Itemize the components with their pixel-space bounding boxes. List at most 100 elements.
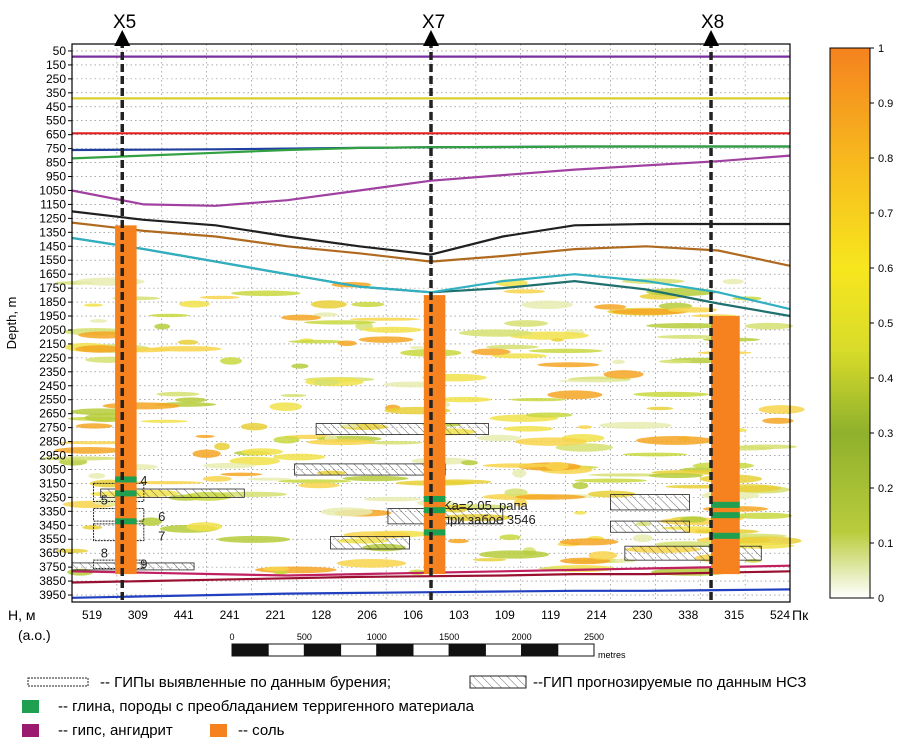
heatmap-cell [470,348,511,356]
scale-tick-label: 500 [297,632,312,642]
gip-predicted-box [610,520,690,533]
scale-segment [340,643,378,657]
x-tick-label: 241 [220,608,240,622]
heatmap-cell [762,417,794,424]
y-tick-label: 150 [46,58,66,72]
heatmap-cell [537,362,600,368]
heatmap-cell [512,468,527,478]
heatmap-cell [636,436,715,445]
heatmap-cell [573,510,587,515]
y-tick-label: 2350 [39,365,66,379]
legend-gip-drilled-swatch [27,677,89,687]
heatmap-cell [288,339,346,344]
heatmap-cell [515,494,586,500]
x-tick-label: 206 [357,608,377,622]
heatmap-cell [364,496,422,502]
heatmap-cell [646,322,727,329]
heatmap-cell [150,346,222,352]
scale-tick-label: 0 [229,632,234,642]
scale-segment [557,643,595,657]
well-columns [114,30,740,602]
heatmap-cell [337,340,357,347]
heatmap-cell [273,453,326,461]
heatmap-cell [588,551,618,560]
clay-band [711,501,740,508]
heatmap-cell [220,472,263,477]
x-tick-label: 214 [587,608,607,622]
colorbar-tick-label: 0 [878,593,884,605]
well-label-x8: X8 [701,12,725,33]
heatmap-cell [291,363,309,369]
y-tick-label: 550 [46,114,66,128]
heatmap-cell [603,370,644,379]
well-marker-icon [423,30,439,46]
heatmap-cell [513,498,527,507]
x-tick-label: 106 [403,608,423,622]
scale-tick-label: 2500 [584,632,604,642]
y-tick-label: 350 [46,86,66,100]
x-tick-label: 119 [541,608,560,622]
legend-salt: -- соль [238,722,285,739]
heatmap-cell [447,538,469,544]
heatmap-cell [75,345,123,353]
x-tick-label: 441 [174,608,194,622]
heatmap-cell [461,460,478,466]
y-tick-label: 1050 [39,183,66,197]
horizon-line [71,570,791,584]
heatmap-cell [310,300,347,309]
y-tick-label: 1250 [39,211,66,225]
heatmap-cell [298,482,340,489]
y-tick-label: 2750 [39,421,66,435]
heatmap-cell [217,535,291,543]
heatmap-cell [240,422,268,431]
heatmap-cell [277,479,352,484]
annotation-label: 5 [101,492,108,507]
heatmap-cell [758,405,805,414]
heatmap-cell [521,300,573,310]
scale-unit: metres [598,650,626,660]
legend-clay-swatch [22,700,39,713]
heatmap-cell [156,391,200,397]
heatmap-cell [593,304,627,310]
y-tick-label: 2450 [39,379,66,393]
y-tick-label: 2050 [39,323,66,337]
heatmap-cell [485,344,539,350]
heatmap-cell [525,412,573,418]
heatmap-cell [177,339,199,345]
y-tick-label: 2850 [39,435,66,449]
heatmap-cell [482,463,552,468]
heatmap-cell [478,550,550,559]
horizon-line [71,154,791,207]
gip-predicted-box [624,545,762,561]
heatmap-cell [577,425,592,429]
x-tick-label: 230 [632,608,652,622]
heatmap-cell [336,558,407,568]
well-marker-icon [703,30,720,46]
heatmap-cell [667,307,718,313]
y-tick-label: 1950 [39,309,66,323]
colorbar-tick-label: 0.6 [878,263,893,275]
gip-predicted-box [315,423,489,436]
colorbar-gradient [829,47,871,599]
annotation-label: Ka=2.05, рапа [443,498,529,513]
heatmap-cell [363,326,422,333]
heatmap-cell [195,434,215,438]
y-tick-label: 1550 [39,253,66,267]
heatmap-cell [545,461,569,471]
well-label-x5: X5 [113,12,137,33]
heatmap-cell [128,481,204,485]
gip-predicted-box [610,494,690,511]
heatmap-cell [364,440,423,445]
y-tick-label: 1150 [40,197,66,211]
legend-gypsum: -- гипс, ангидрит [58,722,173,739]
heatmap-cell [229,456,281,466]
legend-gypsum-swatch [22,724,39,737]
heatmap-cell [358,336,414,343]
colorbar-tick-label: 0.3 [878,428,893,440]
salt-column [423,295,446,575]
scale-bar: 0 500 1000 1500 2000 2500 metres [229,632,626,660]
y-tick-label: 250 [46,72,66,86]
heatmap-cell [342,475,409,482]
heatmap-cell [504,320,549,327]
